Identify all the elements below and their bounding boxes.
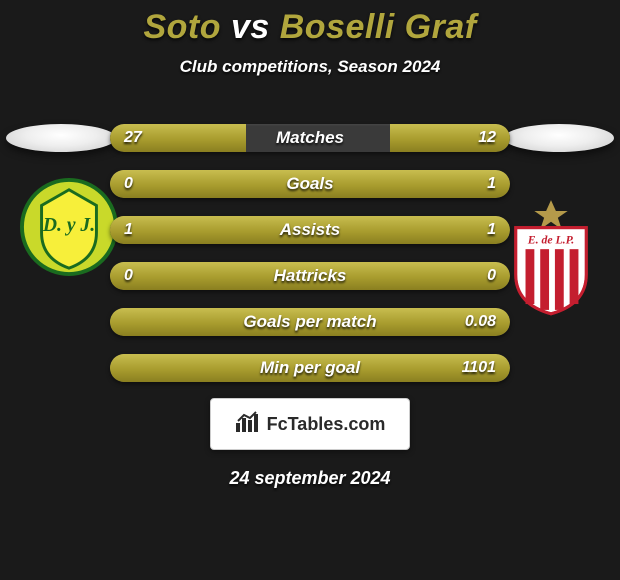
stat-label: Goals per match [110, 308, 510, 336]
team2-crest: E. de L.P. [502, 198, 600, 296]
page-title: Soto vs Boselli Graf [0, 8, 620, 47]
player2-name: Boselli Graf [280, 8, 477, 46]
stat-row: Min per goal1101 [110, 354, 510, 382]
stat-value-right: 0 [487, 262, 496, 290]
stat-value-left: 0 [124, 262, 133, 290]
fctables-label: FcTables.com [267, 414, 386, 435]
player1-oval [6, 124, 116, 152]
fctables-badge[interactable]: FcTables.com [210, 398, 410, 450]
stat-value-right: 1 [487, 170, 496, 198]
comparison-card: Soto vs Boselli Graf Club competitions, … [0, 0, 620, 580]
svg-text:E. de L.P.: E. de L.P. [527, 233, 574, 246]
stats-list: Matches2712Goals01Assists11Hattricks00Go… [110, 124, 510, 400]
fctables-icon [235, 411, 261, 438]
stat-row: Assists1 1 [110, 216, 510, 244]
player2-oval [504, 124, 614, 152]
subtitle: Club competitions, Season 2024 [0, 57, 620, 77]
stat-value-left: 27 [124, 124, 142, 152]
stat-value-left: 0 [124, 170, 133, 198]
stat-value-right: 1 [487, 216, 496, 244]
stat-row: Hattricks0 0 [110, 262, 510, 290]
svg-text:D. y J.: D. y J. [42, 215, 95, 236]
vs-separator: vs [231, 8, 270, 46]
stat-label: Assists [110, 216, 510, 244]
stat-label: Goals [110, 170, 510, 198]
stat-value-right: 1101 [462, 354, 496, 382]
stat-value-right: 0.08 [465, 308, 496, 336]
date-label: 24 september 2024 [0, 468, 620, 489]
stat-label: Hattricks [110, 262, 510, 290]
stat-label: Min per goal [110, 354, 510, 382]
stat-value-right: 12 [478, 124, 496, 152]
stat-label: Matches [110, 124, 510, 152]
team1-crest: D. y J. [20, 178, 118, 276]
stat-row: Goals0 1 [110, 170, 510, 198]
stat-row: Matches27 12 [110, 124, 510, 152]
stat-row: Goals per match0.08 [110, 308, 510, 336]
stat-value-left: 1 [124, 216, 133, 244]
player1-name: Soto [143, 8, 221, 46]
